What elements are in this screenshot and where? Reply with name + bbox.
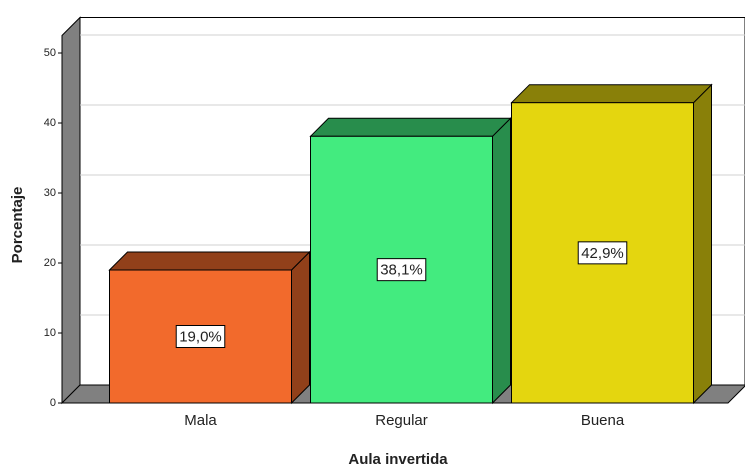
y-tick-label: 20	[44, 257, 56, 269]
value-label-box	[175, 325, 226, 348]
y-tick-label: 10	[44, 327, 56, 339]
bar-top	[108, 251, 311, 271]
y-tick-label: 50	[44, 47, 56, 59]
x-tick-label: Regular	[375, 412, 428, 429]
y-tick-label: 30	[44, 187, 56, 199]
bar-side	[291, 250, 310, 405]
y-tick-label: 40	[44, 117, 56, 129]
value-label-box	[577, 241, 628, 265]
value-label: 42,9%	[581, 245, 624, 262]
left-wall	[61, 16, 81, 405]
x-axis-title: Aula invertida	[348, 451, 448, 468]
value-label-box	[376, 258, 427, 282]
bar-side	[492, 117, 511, 405]
y-tick-label: 0	[50, 397, 56, 409]
bar-top	[510, 84, 713, 104]
x-tick-label: Buena	[581, 412, 625, 429]
value-label: 19,0%	[179, 328, 222, 345]
bar-side	[693, 83, 712, 405]
value-label: 38,1%	[380, 262, 423, 279]
y-axis-title: Porcentaje	[9, 187, 26, 264]
bar-top	[309, 117, 512, 137]
x-tick-label: Mala	[184, 412, 217, 429]
